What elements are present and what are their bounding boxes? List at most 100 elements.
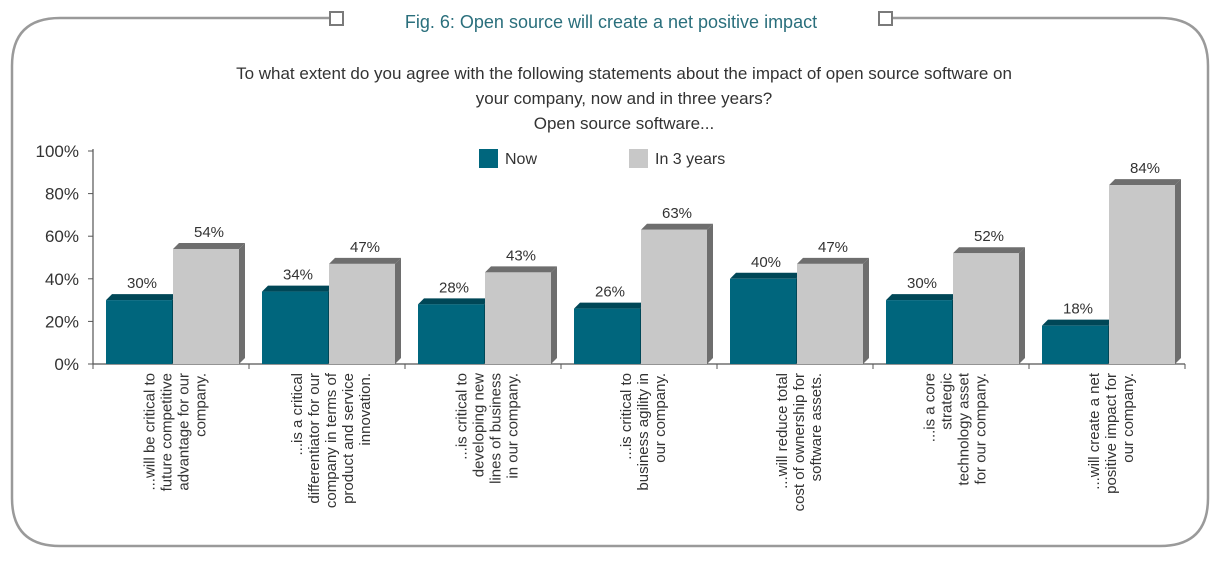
bar-in-3-years xyxy=(797,257,869,364)
bar-top-now xyxy=(106,294,178,301)
bar-front-in-3-years xyxy=(797,263,863,364)
category-label-line: advantage for our xyxy=(176,373,193,491)
category-label: ...will reduce total cost of ownership fo… xyxy=(774,373,825,511)
bar-top-now xyxy=(262,285,334,292)
category-label-line: lines of business xyxy=(488,373,505,484)
bar-now xyxy=(418,298,490,364)
data-label-in-3-years: 47% xyxy=(350,239,380,256)
bar-front-now xyxy=(262,291,328,364)
category-label-line: ...will be critical to xyxy=(142,373,159,491)
bar-now xyxy=(886,294,958,364)
bar-top-in-3-years xyxy=(797,257,869,264)
question-line-1: To what extent do you agree with the fol… xyxy=(236,64,1012,83)
bar-in-3-years xyxy=(485,266,557,364)
bar-side-in-3-years xyxy=(863,257,869,364)
frame-right-cap xyxy=(878,11,893,26)
data-label-in-3-years: 63% xyxy=(662,205,692,222)
bar-side-in-3-years xyxy=(395,257,401,364)
bar-top-now xyxy=(886,294,958,301)
category-label-line: technology asset xyxy=(956,372,973,485)
data-label-now: 40% xyxy=(751,254,781,271)
y-tick-label: 40% xyxy=(45,270,79,289)
y-tick-label: 100% xyxy=(36,142,79,161)
bar-top-in-3-years xyxy=(173,242,245,249)
bar-now xyxy=(106,294,178,364)
bar-top-in-3-years xyxy=(1109,179,1181,186)
category-labels: ...will be critical to future competitive… xyxy=(142,372,1138,511)
category-label: ...will create a net positive impact for o… xyxy=(1086,372,1137,494)
data-label-now: 30% xyxy=(127,275,157,292)
bar-side-in-3-years xyxy=(239,242,245,364)
category-label-line: our company. xyxy=(1120,373,1137,463)
bar-front-now xyxy=(418,304,484,364)
category-label-line: company in terms of xyxy=(323,372,340,508)
category-label-line: positive impact for xyxy=(1103,373,1120,494)
bar-side-in-3-years xyxy=(551,266,557,364)
category-label-line: developing new xyxy=(471,373,488,477)
data-label-now: 28% xyxy=(439,279,469,296)
y-tick-label: 0% xyxy=(54,355,79,374)
data-labels: 30% 54% 34% 47% 28% 43% 26% 63% 40% 47% 30% 52% 18% 8… xyxy=(127,160,1160,318)
category-label-line: innovation. xyxy=(357,373,374,446)
category-label-line: ...will create a net xyxy=(1086,372,1103,490)
category-label-line: software assets. xyxy=(808,373,825,481)
bar-in-3-years xyxy=(953,247,1025,364)
category-label-line: strategic xyxy=(939,373,956,430)
bar-side-in-3-years xyxy=(1175,179,1181,364)
bar-front-now xyxy=(1042,325,1108,364)
bar-side-in-3-years xyxy=(707,223,713,364)
bar-top-now xyxy=(1042,319,1114,326)
bar-front-in-3-years xyxy=(1109,185,1175,364)
y-tick-label: 20% xyxy=(45,312,79,331)
legend-label-now: Now xyxy=(505,151,537,168)
category-label-line: differentiator for our xyxy=(306,373,323,504)
bar-now xyxy=(262,285,334,364)
category-label: ...is critical to business agility in our … xyxy=(618,373,669,491)
category-label-line: ...is critical to xyxy=(454,373,471,460)
data-label-now: 34% xyxy=(283,267,313,284)
bar-side-in-3-years xyxy=(1019,247,1025,364)
data-label-in-3-years: 43% xyxy=(506,247,536,264)
data-label-in-3-years: 47% xyxy=(818,239,848,256)
data-label-now: 30% xyxy=(907,275,937,292)
bar-top-now xyxy=(730,272,802,279)
category-label-line: ...is a critical xyxy=(289,373,306,456)
bar-front-in-3-years xyxy=(641,229,707,364)
data-label-in-3-years: 54% xyxy=(194,224,224,241)
category-label-line: ...is a core xyxy=(922,373,939,442)
category-label-line: ...is critical to xyxy=(618,373,635,460)
bar-front-now xyxy=(574,308,640,364)
category-label: ...is critical to developing new lines of … xyxy=(454,373,522,484)
data-label-now: 18% xyxy=(1063,301,1093,318)
category-label-line: business agility in xyxy=(635,373,652,491)
bar-front-in-3-years xyxy=(953,253,1019,364)
data-label-in-3-years: 84% xyxy=(1130,160,1160,177)
bar-top-in-3-years xyxy=(485,266,557,273)
category-label-line: for our company. xyxy=(973,373,990,484)
bar-in-3-years xyxy=(641,223,713,364)
bar-front-now xyxy=(730,278,796,364)
y-tick-label: 80% xyxy=(45,185,79,204)
category-label-line: cost of ownership for xyxy=(791,373,808,511)
legend-swatch-now xyxy=(479,149,498,168)
category-label-line: future competitive xyxy=(159,373,176,491)
data-label-now: 26% xyxy=(595,284,625,301)
bar-top-now xyxy=(574,302,646,309)
question-line-3: Open source software... xyxy=(534,114,714,133)
y-tick-label: 60% xyxy=(45,227,79,246)
legend-label-in-3-years: In 3 years xyxy=(655,151,725,168)
bar-front-in-3-years xyxy=(485,272,551,364)
bar-front-now xyxy=(106,300,172,364)
question-line-2: your company, now and in three years? xyxy=(476,89,772,108)
data-label-in-3-years: 52% xyxy=(974,228,1004,245)
category-label: ...is a critical differentiator for our co… xyxy=(289,372,374,508)
bar-top-in-3-years xyxy=(953,247,1025,254)
bar-front-in-3-years xyxy=(173,248,239,364)
bar-in-3-years xyxy=(1109,179,1181,364)
bars xyxy=(106,179,1181,364)
category-label-line: ...will reduce total xyxy=(774,373,791,489)
bar-now xyxy=(574,302,646,364)
category-label-line: company. xyxy=(193,373,210,437)
bar-top-now xyxy=(418,298,490,305)
category-label: ...is a core strategic technology asset for… xyxy=(922,372,990,485)
